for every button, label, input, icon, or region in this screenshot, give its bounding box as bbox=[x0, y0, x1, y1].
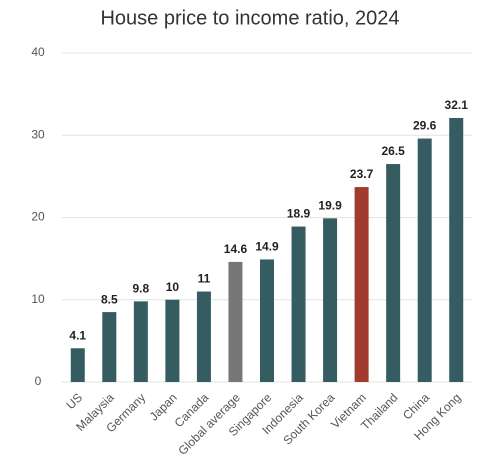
y-tick-label: 30 bbox=[31, 127, 45, 141]
y-tick-label: 10 bbox=[31, 292, 45, 306]
value-label: 8.5 bbox=[101, 292, 118, 306]
x-tick-label: US bbox=[63, 390, 85, 412]
value-label: 14.9 bbox=[255, 240, 279, 254]
y-tick-label: 40 bbox=[31, 45, 45, 59]
y-tick-label: 0 bbox=[35, 374, 42, 388]
value-label: 4.1 bbox=[69, 328, 86, 342]
value-label: 11 bbox=[198, 272, 211, 286]
bar bbox=[260, 259, 274, 382]
value-label: 9.8 bbox=[133, 282, 150, 296]
value-label: 26.5 bbox=[381, 144, 405, 158]
bar bbox=[102, 312, 117, 382]
bar bbox=[291, 226, 306, 382]
value-label: 32.1 bbox=[445, 98, 469, 112]
bar bbox=[196, 291, 211, 382]
bar bbox=[133, 301, 148, 382]
value-label: 29.6 bbox=[413, 119, 437, 133]
y-tick-label: 20 bbox=[31, 210, 45, 224]
value-label: 23.7 bbox=[350, 167, 374, 181]
bar bbox=[354, 187, 369, 382]
bar bbox=[165, 299, 180, 382]
bar bbox=[70, 348, 85, 382]
value-label: 18.9 bbox=[287, 207, 311, 221]
chart-title: House price to income ratio, 2024 bbox=[100, 7, 399, 29]
value-label: 10 bbox=[166, 280, 180, 294]
bar bbox=[323, 218, 338, 382]
bar bbox=[386, 164, 401, 382]
bar bbox=[228, 261, 243, 382]
value-label: 19.9 bbox=[318, 198, 342, 212]
bar bbox=[449, 117, 464, 382]
value-label: 14.6 bbox=[224, 242, 248, 256]
bar bbox=[417, 138, 432, 382]
